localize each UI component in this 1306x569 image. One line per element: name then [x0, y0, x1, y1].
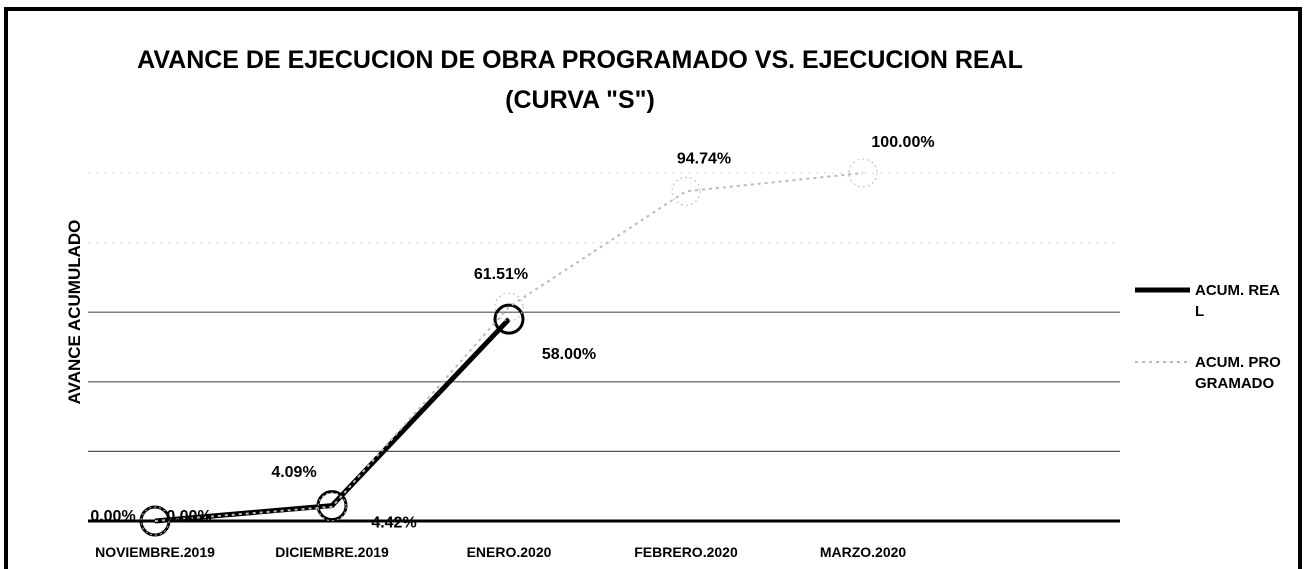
series-line	[154, 317, 511, 524]
x-tick-label: MARZO.2020	[820, 544, 907, 560]
point-marker	[493, 303, 525, 335]
data-label: 0.00%	[166, 508, 211, 525]
data-label: 4.09%	[271, 464, 316, 481]
point-marker	[494, 292, 524, 322]
data-label: 0.00%	[90, 508, 135, 525]
point-marker	[317, 492, 347, 522]
point-marker	[671, 176, 701, 206]
data-label: 61.51%	[474, 266, 528, 283]
point-marker	[140, 506, 170, 536]
y-axis-label: AVANCE ACUMULADO	[65, 220, 84, 405]
data-label: 58.00%	[542, 346, 596, 363]
x-tick-label: ENERO.2020	[467, 544, 552, 560]
point-marker	[848, 158, 878, 188]
data-label: 4.42%	[371, 515, 416, 532]
legend-label: ACUM. PROGRAMADO	[1195, 354, 1281, 392]
data-label: 100.00%	[871, 134, 934, 151]
chart-title: AVANCE DE EJECUCION DE OBRA PROGRAMADO V…	[137, 46, 1023, 74]
x-tick-label: NOVIEMBRE.2019	[95, 544, 215, 560]
legend-label: ACUM. REAL	[1195, 282, 1280, 320]
x-tick-label: DICIEMBRE.2019	[275, 544, 389, 560]
series-line	[154, 172, 864, 522]
data-label: 94.74%	[677, 150, 731, 167]
chart-frame	[4, 7, 1302, 569]
x-tick-label: FEBRERO.2020	[634, 544, 738, 560]
chart-title: (CURVA "S")	[505, 86, 655, 114]
